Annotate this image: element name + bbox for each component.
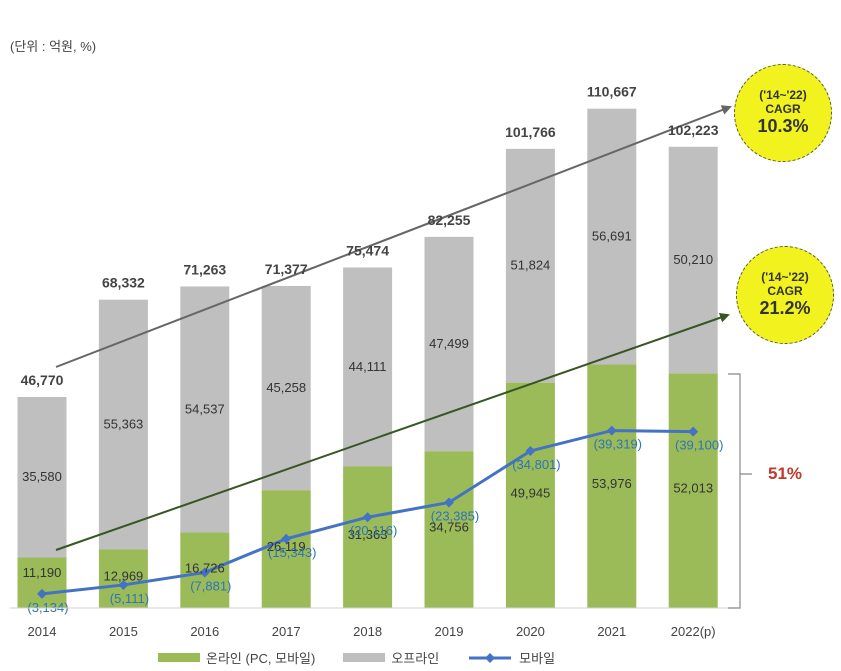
bar-online-2017: [261, 490, 311, 608]
bar-offline-2021: [587, 108, 637, 365]
mobile-point-2019: [444, 497, 454, 508]
legend-swatch-mobile: [469, 652, 512, 663]
online-share-bracket: [728, 373, 752, 609]
mobile-label-2022(p): (39,100): [675, 438, 723, 453]
label-online-2019: 34,756: [429, 520, 469, 535]
cagr-online-period: ('14~'22): [761, 269, 809, 284]
label-online-2021: 53,976: [592, 476, 632, 491]
mobile-label-2015: (5,111): [110, 591, 149, 606]
label-offline-2021: 56,691: [592, 229, 632, 244]
label-offline-2014: 35,580: [22, 469, 62, 484]
mobile-point-2014: [37, 588, 47, 599]
legend-item-mobile: 모바일: [467, 648, 555, 667]
label-total-2018: 75,474: [346, 242, 389, 258]
label-online-2016: 16,726: [185, 560, 225, 575]
label-offline-2020: 51,824: [511, 258, 551, 273]
cagr-online-badge: ('14~'22) CAGR 21.2%: [736, 246, 834, 344]
label-total-2017: 71,377: [265, 261, 308, 277]
legend-swatch-online: [158, 653, 200, 662]
x-tick-2019: 2019: [435, 624, 464, 639]
legend-label-offline: 오프라인: [391, 651, 440, 666]
label-total-2022(p): 102,223: [668, 122, 719, 138]
label-online-2020: 49,945: [511, 485, 551, 500]
label-total-2021: 110,667: [587, 84, 637, 100]
legend-label-mobile: 모바일: [519, 651, 556, 666]
mobile-label-2017: (15,343): [268, 545, 316, 560]
cagr-online-label: CAGR: [767, 283, 803, 298]
trend-arrow-total: [55, 105, 732, 368]
mobile-label-2014: (3,134): [27, 600, 68, 615]
label-offline-2016: 54,537: [185, 401, 225, 416]
x-tick-2017: 2017: [272, 624, 301, 639]
label-total-2014: 46,770: [21, 372, 64, 388]
label-online-2015: 12,969: [104, 569, 144, 584]
x-tick-2014: 2014: [28, 624, 57, 639]
label-online-2014: 11,190: [23, 565, 62, 580]
unit-label: (단위 : 억원, %): [10, 39, 97, 54]
bar-online-2021: [587, 364, 637, 608]
label-online-2018: 31,363: [348, 527, 388, 542]
label-offline-2019: 47,499: [429, 336, 469, 351]
bar-offline-2018: [343, 267, 393, 467]
label-online-2022(p): 52,013: [673, 481, 713, 496]
label-offline-2015: 55,363: [104, 417, 144, 432]
bar-online-2015: [98, 549, 148, 608]
label-offline-2022(p): 50,210: [673, 252, 713, 267]
mobile-point-2017: [281, 533, 292, 544]
label-total-2020: 101,766: [505, 124, 556, 140]
bar-online-2018: [343, 466, 393, 608]
label-online-2017: 26,119: [267, 539, 306, 554]
bar-online-2020: [505, 382, 555, 608]
mobile-point-2022(p): [688, 426, 699, 437]
label-offline-2017: 45,258: [266, 380, 306, 395]
x-tick-2022(p): 2022(p): [671, 624, 716, 639]
x-tick-2020: 2020: [516, 624, 545, 639]
label-total-2016: 71,263: [183, 261, 226, 277]
online-share-label: 51%: [768, 464, 803, 483]
bar-offline-2017: [261, 285, 311, 491]
mobile-point-2016: [199, 567, 210, 578]
legend-item-offline: 오프라인: [343, 648, 439, 667]
legend: 온라인 (PC, 모바일) 오프라인 모바일: [158, 648, 573, 667]
legend-item-online: 온라인 (PC, 모바일): [158, 648, 315, 667]
bar-offline-2020: [505, 148, 555, 383]
x-tick-2018: 2018: [353, 624, 382, 639]
mobile-label-2021: (39,319): [594, 437, 642, 452]
bar-online-2014: [17, 557, 67, 608]
bar-offline-2019: [424, 236, 474, 452]
cagr-total-period: ('14~'22): [759, 87, 807, 102]
label-offline-2018: 44,111: [349, 359, 387, 374]
bar-offline-2022(p): [668, 146, 718, 374]
mobile-point-2015: [118, 579, 129, 590]
cagr-total-label: CAGR: [765, 101, 801, 116]
mobile-label-2019: (23,385): [431, 508, 479, 523]
mobile-label-2020: (34,801): [512, 457, 560, 472]
bar-offline-2014: [17, 396, 67, 558]
cagr-total-badge: ('14~'22) CAGR 10.3%: [734, 64, 832, 162]
legend-swatch-offline: [343, 653, 386, 662]
legend-label-online: 온라인 (PC, 모바일): [206, 651, 316, 666]
label-total-2019: 82,255: [428, 212, 471, 228]
bar-online-2019: [424, 451, 474, 608]
mobile-label-2016: (7,881): [190, 578, 231, 593]
cagr-total-value: 10.3%: [757, 116, 809, 137]
mobile-point-2018: [362, 512, 373, 523]
mobile-point-2020: [525, 445, 536, 456]
trend-arrow-online: [55, 312, 730, 551]
bar-online-2022(p): [668, 373, 718, 608]
cagr-online-value: 21.2%: [759, 298, 811, 319]
mobile-label-2018: (20,116): [350, 523, 397, 538]
x-tick-2015: 2015: [109, 624, 138, 639]
mobile-point-2021: [606, 425, 617, 436]
label-total-2015: 68,332: [102, 275, 145, 291]
x-tick-2016: 2016: [190, 624, 219, 639]
x-tick-2021: 2021: [597, 624, 626, 639]
